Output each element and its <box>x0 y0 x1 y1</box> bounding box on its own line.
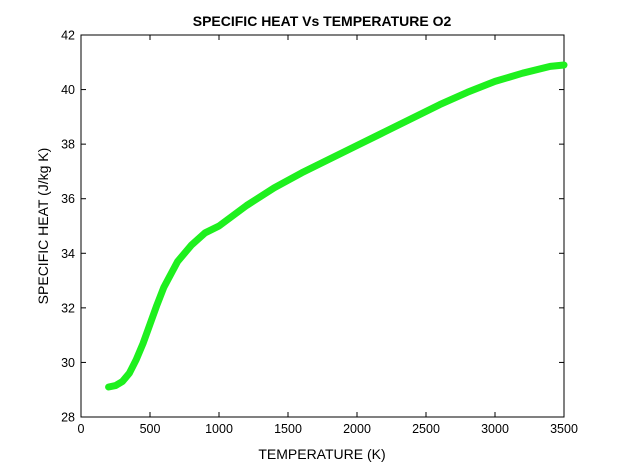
y-axis-label: SPECIFIC HEAT (J/kg K) <box>35 148 51 305</box>
y-tick-label-36: 36 <box>61 192 75 206</box>
x-tick-label-1000: 1000 <box>205 422 233 436</box>
series-line-o2 <box>105 61 568 391</box>
plot-frame <box>80 34 565 418</box>
y-tick-label-42: 42 <box>61 29 75 43</box>
x-tick-label-0: 0 <box>78 422 85 436</box>
y-tick-label-38: 38 <box>61 138 75 152</box>
y-tick-label-30: 30 <box>61 356 75 370</box>
y-tick-label-40: 40 <box>61 83 75 97</box>
x-axis: 0 500 1000 1500 2000 2500 3000 3500 <box>78 35 578 436</box>
chart-title: SPECIFIC HEAT Vs TEMPERATURE O2 <box>193 13 452 29</box>
y-tick-label-28: 28 <box>61 411 75 425</box>
x-tick-label-3500: 3500 <box>550 422 578 436</box>
x-tick-label-3000: 3000 <box>481 422 509 436</box>
y-tick-label-32: 32 <box>61 301 75 315</box>
x-tick-label-1500: 1500 <box>274 422 302 436</box>
y-tick-label-34: 34 <box>61 247 75 261</box>
x-tick-label-500: 500 <box>140 422 161 436</box>
x-axis-label: TEMPERATURE (K) <box>258 446 385 462</box>
x-tick-label-2500: 2500 <box>412 422 440 436</box>
y-axis: 28 30 32 34 36 38 40 42 <box>61 29 564 425</box>
x-tick-label-2000: 2000 <box>343 422 371 436</box>
